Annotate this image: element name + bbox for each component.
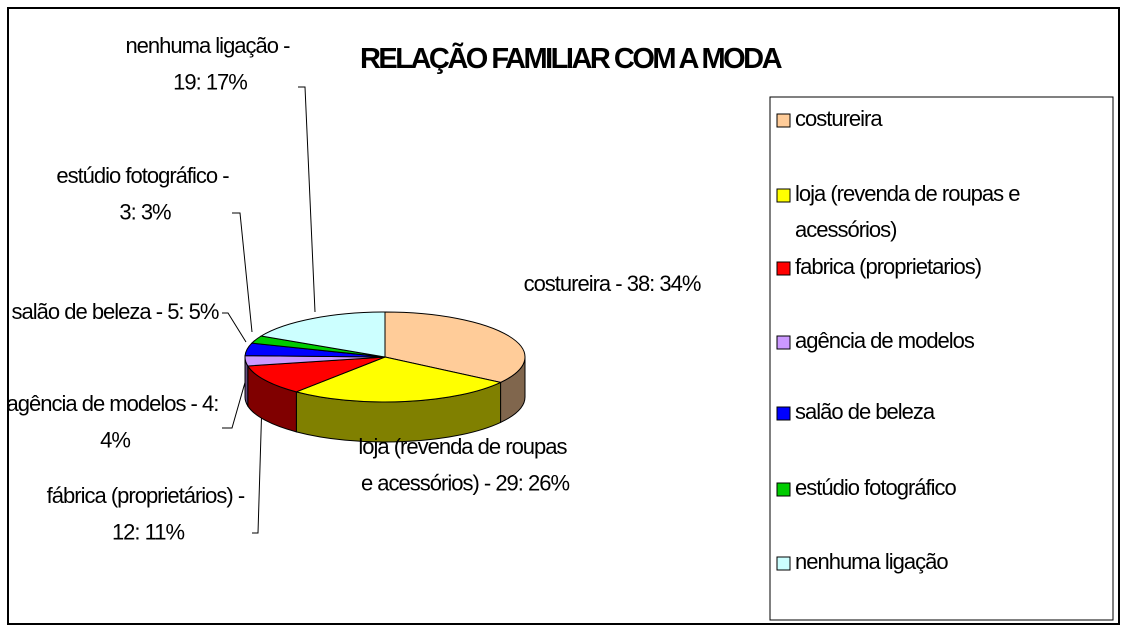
pie-slice — [246, 356, 386, 393]
legend-label: costureira — [795, 106, 883, 131]
legend-label: salão de beleza — [795, 399, 936, 424]
pie-slice — [294, 356, 503, 403]
data-label: loja (revenda de roupas e acessórios) - … — [358, 434, 571, 496]
data-label: agência de modelos - 4: 4% — [7, 391, 224, 453]
legend-swatch — [776, 188, 791, 203]
legend-box — [769, 96, 1114, 621]
legend-swatch — [776, 113, 791, 128]
pie-slice — [384, 311, 526, 383]
data-label: nenhuma ligação - 19: 17% — [125, 33, 294, 95]
leader-lines — [222, 86, 316, 534]
legend-label: estúdio fotográfico — [795, 475, 957, 500]
legend-swatch — [776, 261, 791, 276]
legend-swatch — [776, 482, 791, 497]
data-label: salão de beleza - 5: 5% — [12, 299, 219, 324]
legend-swatch — [776, 556, 791, 571]
chart-title: RELAÇÃO FAMILIAR COM A MODA — [360, 41, 783, 75]
legend-label: agência de modelos — [795, 328, 975, 353]
legend-swatch — [776, 406, 791, 421]
pie-slice — [259, 311, 386, 358]
legend-swatch — [776, 335, 791, 350]
legend-label: fabrica (proprietarios) — [795, 254, 981, 279]
data-label: costureira - 38: 34% — [524, 271, 701, 296]
data-label: estúdio fotográfico - 3: 3% — [56, 163, 233, 225]
legend-label: loja (revenda de roupas e acessórios) — [795, 181, 1025, 242]
legend-label: nenhuma ligação — [795, 549, 948, 574]
data-label: fábrica (proprietários) - 12: 11% — [47, 483, 250, 545]
